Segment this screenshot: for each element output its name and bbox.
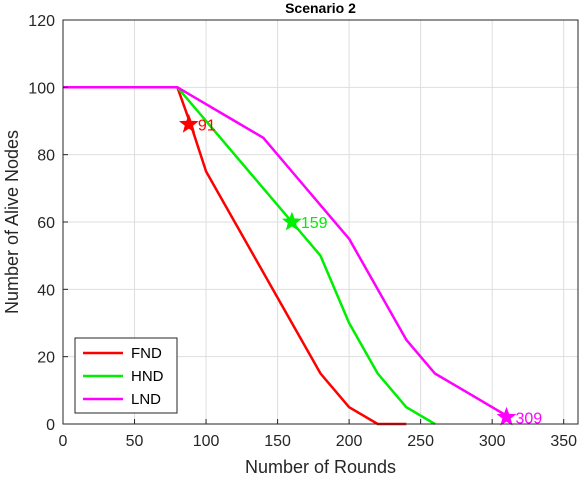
- legend-label: FND: [131, 345, 162, 362]
- star-marker-icon: [496, 406, 517, 426]
- annotation-label: 309: [515, 410, 542, 427]
- annotation-label: 159: [301, 215, 328, 232]
- legend: FND HND LND: [74, 337, 178, 414]
- x-tick-label: 150: [264, 433, 291, 450]
- legend-label: HND: [131, 368, 164, 385]
- y-tick-label: 100: [28, 80, 55, 97]
- y-tick-label: 40: [37, 282, 55, 299]
- chart-title: Scenario 2: [285, 0, 356, 16]
- x-tick-label: 250: [407, 433, 434, 450]
- x-tick-label: 0: [59, 433, 68, 450]
- star-marker-icon: [178, 113, 199, 133]
- annotations: 91 159 309: [178, 113, 542, 427]
- x-axis-label: Number of Rounds: [245, 457, 396, 477]
- series-line-fnd: [63, 86, 407, 426]
- series-line-lnd: [63, 86, 510, 419]
- x-tick-label: 100: [193, 433, 220, 450]
- y-tick-label: 20: [37, 350, 55, 367]
- y-tick-label: 120: [28, 13, 55, 30]
- y-tick-label: 80: [37, 148, 55, 165]
- x-tick-label: 200: [336, 433, 363, 450]
- y-axis-ticks: 0 20 40 60 80 100 120: [28, 13, 68, 434]
- legend-label: LND: [131, 391, 161, 408]
- y-tick-label: 0: [46, 417, 55, 434]
- annotation-label: 91: [198, 117, 216, 134]
- x-tick-label: 300: [479, 433, 506, 450]
- x-tick-label: 50: [126, 433, 144, 450]
- y-tick-label: 60: [37, 215, 55, 232]
- y-axis-label: Number of Alive Nodes: [2, 130, 22, 314]
- x-axis-ticks: 0 50 100 150 200 250 300 350: [59, 419, 577, 450]
- x-tick-label: 350: [550, 433, 577, 450]
- star-marker-icon: [281, 211, 302, 231]
